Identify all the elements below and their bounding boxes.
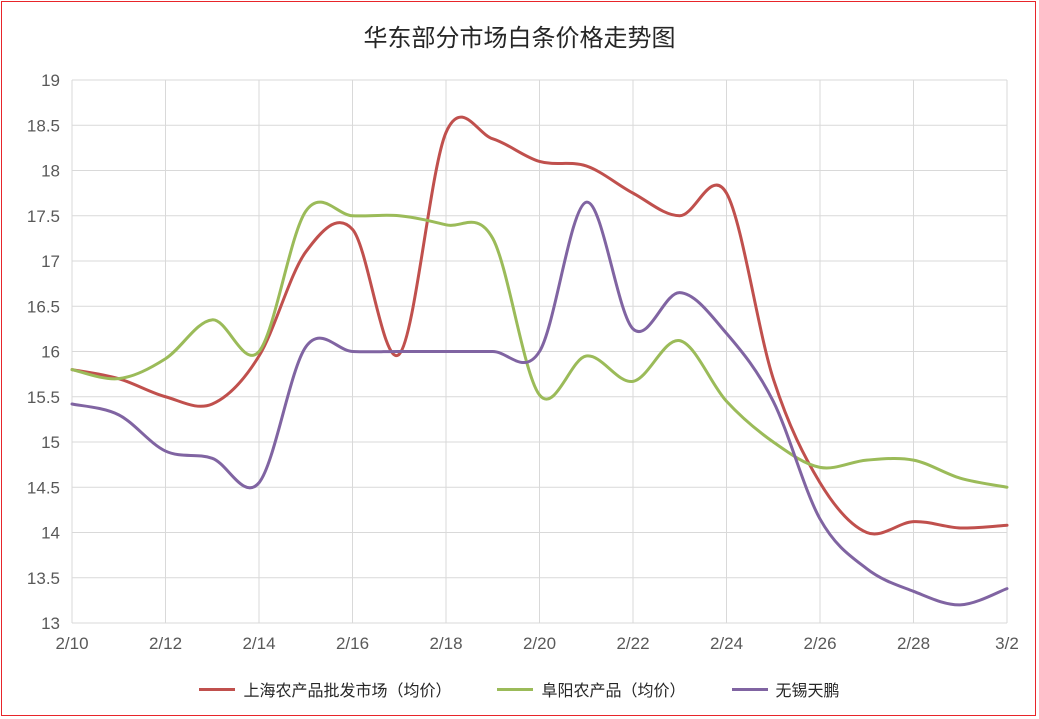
series-line-shanghai xyxy=(70,115,1009,536)
x-tick-label: 2/24 xyxy=(710,634,743,653)
y-tick-label: 18 xyxy=(41,162,60,181)
legend-swatch-shanghai xyxy=(199,687,236,691)
y-tick-label: 19 xyxy=(41,71,60,90)
chart-title: 华东部分市场白条价格走势图 xyxy=(363,24,676,52)
legend-swatch-wuxi xyxy=(731,687,768,691)
x-tick-label: 3/2 xyxy=(995,634,1019,653)
y-tick-label: 18.5 xyxy=(27,116,60,135)
x-axis-ticks: 2/10 2/12 2/14 2/16 2/18 2/20 2/22 2/24 2/26 2/28… xyxy=(55,634,1018,653)
y-tick-label: 13.5 xyxy=(27,569,60,588)
x-tick-label: 2/12 xyxy=(149,634,182,653)
x-tick-label: 2/22 xyxy=(616,634,649,653)
x-tick-label: 2/16 xyxy=(336,634,369,653)
x-tick-label: 2/18 xyxy=(429,634,462,653)
y-tick-label: 16 xyxy=(41,343,60,362)
legend-swatch-fuyang xyxy=(497,687,534,691)
y-tick-label: 15 xyxy=(41,433,60,452)
y-tick-label: 14.5 xyxy=(27,478,60,497)
x-tick-label: 2/28 xyxy=(897,634,930,653)
y-tick-label: 16.5 xyxy=(27,297,60,316)
x-tick-label: 2/10 xyxy=(55,634,88,653)
y-tick-label: 15.5 xyxy=(27,388,60,407)
legend: 上海农产品批发市场（均价） 阜阳农产品（均价） 无锡天鹏 xyxy=(0,677,1039,701)
series-lines xyxy=(70,115,1009,607)
x-tick-label: 2/14 xyxy=(242,634,275,653)
y-tick-label: 13 xyxy=(41,614,60,633)
series-line-wuxi xyxy=(70,200,1009,607)
legend-label-shanghai: 上海农产品批发市场（均价） xyxy=(243,681,452,700)
legend-label-fuyang: 阜阳农产品（均价） xyxy=(541,681,686,700)
legend-label-wuxi: 无锡天鹏 xyxy=(775,681,840,700)
legend-item-shanghai: 上海农产品批发市场（均价） xyxy=(199,677,451,701)
legend-item-wuxi: 无锡天鹏 xyxy=(731,677,840,701)
y-tick-label: 17.5 xyxy=(27,207,60,226)
legend-item-fuyang: 阜阳农产品（均价） xyxy=(497,677,686,701)
y-tick-label: 14 xyxy=(41,524,60,543)
x-tick-label: 2/20 xyxy=(523,634,556,653)
y-tick-label: 17 xyxy=(41,252,60,271)
y-axis-ticks: 13 13.5 14 14.5 15 15.5 16 16.5 17 17.5 18 18.5 19 xyxy=(27,71,60,633)
x-tick-label: 2/26 xyxy=(803,634,836,653)
